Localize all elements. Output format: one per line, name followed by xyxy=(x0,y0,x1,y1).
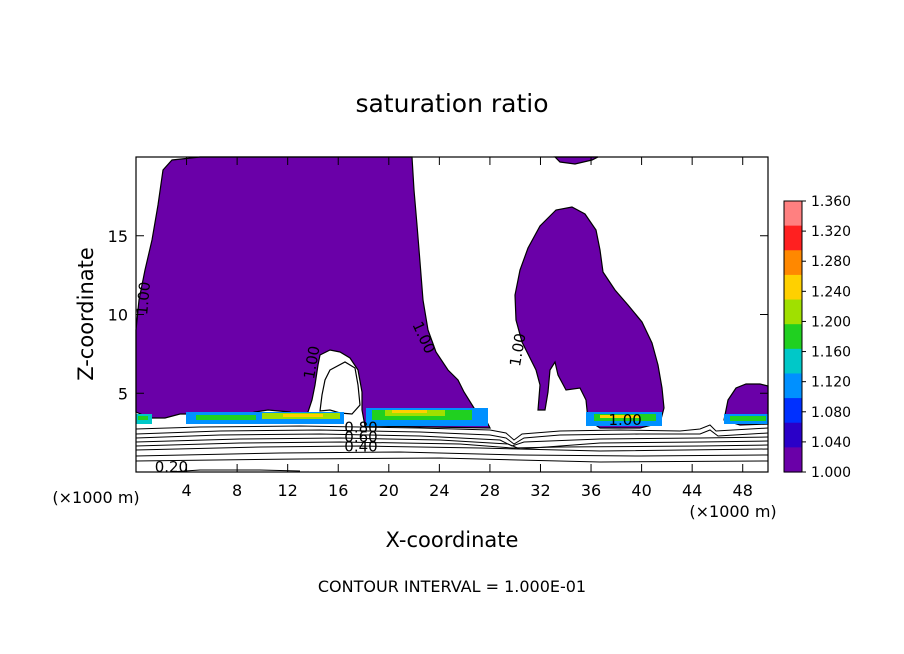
contour-label: 1.00 xyxy=(506,332,530,368)
x-tick-label: 48 xyxy=(733,481,753,500)
saturated-region-left xyxy=(135,156,491,429)
colorbar-swatch xyxy=(784,398,802,424)
contour-interval-note: CONTOUR INTERVAL = 1.000E-01 xyxy=(318,577,586,596)
saturated-region xyxy=(135,156,769,429)
x-tick-label: 12 xyxy=(278,481,298,500)
colorbar-label: 1.000 xyxy=(811,465,851,481)
colorbar-swatches xyxy=(784,201,802,473)
high-saturation-bands xyxy=(136,408,768,426)
colorbar-label: 1.320 xyxy=(811,224,851,240)
colorbar-swatch xyxy=(784,225,802,251)
x-axis-label: X-coordinate xyxy=(386,528,519,552)
colorbar: 1.360 1.320 1.280 1.240 1.200 1.160 1.120 1.080… xyxy=(783,194,851,481)
colorbar-swatch xyxy=(784,324,802,350)
y-tick-label: 5 xyxy=(118,384,128,403)
y-tick-label: 15 xyxy=(108,227,128,246)
colorbar-border xyxy=(783,200,803,473)
chart-title: saturation ratio xyxy=(355,89,548,118)
contour-label: 0.80 xyxy=(344,419,377,437)
contour-label: 1.00 xyxy=(608,411,641,429)
x-tick-label: 44 xyxy=(682,481,702,500)
colorbar-label: 1.240 xyxy=(811,284,851,300)
colorbar-label: 1.080 xyxy=(811,405,851,421)
x-tick-label: 24 xyxy=(429,481,449,500)
colorbar-swatch xyxy=(784,299,802,325)
colorbar-label: 1.360 xyxy=(811,194,851,210)
contour-lines xyxy=(135,424,769,473)
colorbar-label: 1.120 xyxy=(811,375,851,391)
contour-label: 1.00 xyxy=(133,281,154,316)
colorbar-label: 1.160 xyxy=(811,345,851,361)
x-tick-label: 40 xyxy=(631,481,651,500)
colorbar-swatch xyxy=(784,348,802,375)
contour-label: 0.60 xyxy=(344,428,377,446)
y-axis-label: Z-coordinate xyxy=(74,247,98,381)
colorbar-swatch xyxy=(784,447,802,473)
colorbar-swatch xyxy=(784,274,802,301)
colorbar-label: 1.280 xyxy=(811,254,851,270)
contour-label: 0.40 xyxy=(344,438,377,456)
colorbar-label: 1.040 xyxy=(811,435,851,451)
x-tick-label: 36 xyxy=(581,481,601,500)
contour-label: 1.00 xyxy=(300,344,324,380)
x-unit-left: (×1000 m) xyxy=(52,488,139,507)
x-tick-label: 28 xyxy=(480,481,500,500)
x-tick-label: 32 xyxy=(530,481,550,500)
x-tick-label: 16 xyxy=(328,481,348,500)
colorbar-swatch xyxy=(784,422,802,448)
y-tick-label: 10 xyxy=(108,306,128,325)
saturated-region-hollow xyxy=(319,361,361,415)
colorbar-swatch xyxy=(784,201,802,227)
colorbar-swatch xyxy=(784,373,802,399)
x-tick-label: 4 xyxy=(181,481,191,500)
y-axis: 5 10 15 xyxy=(108,227,768,403)
x-tick-label: 20 xyxy=(379,481,399,500)
x-tick-label: 8 xyxy=(232,481,242,500)
x-unit-right: (×1000 m) xyxy=(689,502,776,521)
saturated-region-middle xyxy=(514,206,665,429)
colorbar-swatch xyxy=(784,250,802,276)
colorbar-label: 1.200 xyxy=(811,314,851,330)
contour-label: 0.20 xyxy=(155,458,188,476)
x-axis: 4 8 12 16 20 24 28 32 36 40 44 48 xyxy=(181,157,753,500)
colorbar-labels: 1.360 1.320 1.280 1.240 1.200 1.160 1.120 1.080… xyxy=(802,194,851,481)
